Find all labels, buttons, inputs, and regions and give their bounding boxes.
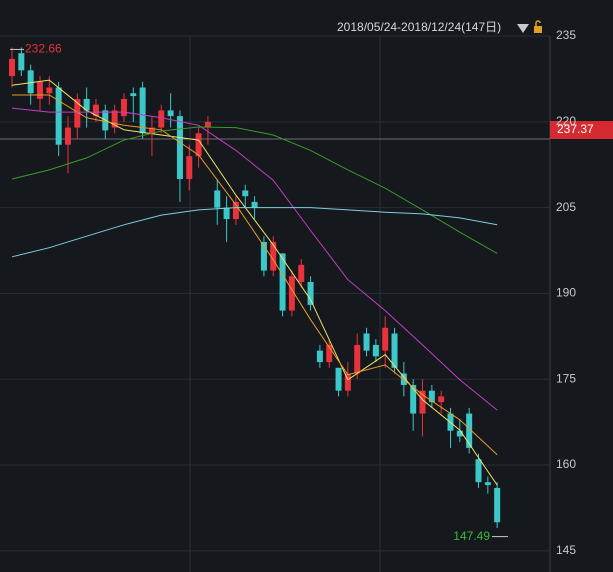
candle-body <box>382 327 389 351</box>
candle-body <box>242 190 249 197</box>
y-tick-label: 235 <box>556 28 576 42</box>
candle-body <box>74 98 81 128</box>
candle-body <box>354 344 361 374</box>
ma-line <box>12 94 498 456</box>
y-tick-label: 160 <box>556 457 576 471</box>
candle-body <box>46 87 53 94</box>
candle-body <box>251 201 258 208</box>
candle-body <box>204 121 211 128</box>
candle-body <box>270 241 277 271</box>
candle-body <box>288 276 295 311</box>
candle-body <box>9 58 15 77</box>
candle-body <box>316 350 323 363</box>
low-marker: 147.49 <box>453 529 490 543</box>
price-tag: 237.37 <box>557 122 594 136</box>
y-tick-label: 175 <box>556 371 576 385</box>
dropdown-icon[interactable] <box>517 24 529 33</box>
candle-body <box>195 133 202 157</box>
candle-body <box>176 116 183 180</box>
candle-body <box>83 98 90 111</box>
price-tag-bg <box>550 121 613 139</box>
candle-body <box>363 333 370 351</box>
candle-body <box>307 281 314 305</box>
candle-body <box>260 241 267 271</box>
candle-body <box>326 344 333 363</box>
ma-line <box>11 126 498 254</box>
candle-body <box>55 87 62 145</box>
high-marker: 232.66 <box>25 42 62 56</box>
candle-body <box>232 201 239 220</box>
candle-body <box>335 367 342 391</box>
candle-body <box>475 459 482 483</box>
candle-body <box>148 127 155 134</box>
lock-icon[interactable] <box>534 26 542 33</box>
candle-body <box>214 190 221 208</box>
ma-line <box>11 107 498 411</box>
candle-body <box>456 430 463 437</box>
candle-body <box>130 93 137 97</box>
candle-body <box>391 333 398 368</box>
ma-line <box>11 79 498 486</box>
candle-body <box>494 487 501 523</box>
candle-body <box>279 253 286 311</box>
candle-body <box>298 264 305 282</box>
candle-body <box>27 70 34 94</box>
y-tick-label: 190 <box>556 286 576 300</box>
y-tick-label: 220 <box>556 114 576 128</box>
candle-body <box>344 373 351 391</box>
y-tick-label: 205 <box>556 200 576 214</box>
candle-body <box>111 110 118 128</box>
candle-body <box>139 87 146 134</box>
candle-body <box>428 390 435 403</box>
candle-body <box>92 104 99 117</box>
candle-body <box>484 482 491 486</box>
candle-body <box>438 396 445 403</box>
y-tick-label: 145 <box>556 543 576 557</box>
candle-body <box>36 81 43 99</box>
candle-body <box>223 207 230 220</box>
candle-body <box>466 413 473 448</box>
candle-body <box>120 98 127 117</box>
ma-line <box>11 207 498 258</box>
candle-body <box>410 384 417 414</box>
candle-body <box>167 110 174 117</box>
lock-shackle <box>535 20 541 26</box>
candle-body <box>18 53 25 71</box>
candle-body <box>158 110 165 128</box>
candle-body <box>186 156 193 180</box>
candle-body <box>64 127 71 145</box>
date-range: 2018/05/24-2018/12/24(147日) <box>337 20 501 34</box>
candle-body <box>372 344 379 357</box>
candle-body <box>419 390 426 414</box>
